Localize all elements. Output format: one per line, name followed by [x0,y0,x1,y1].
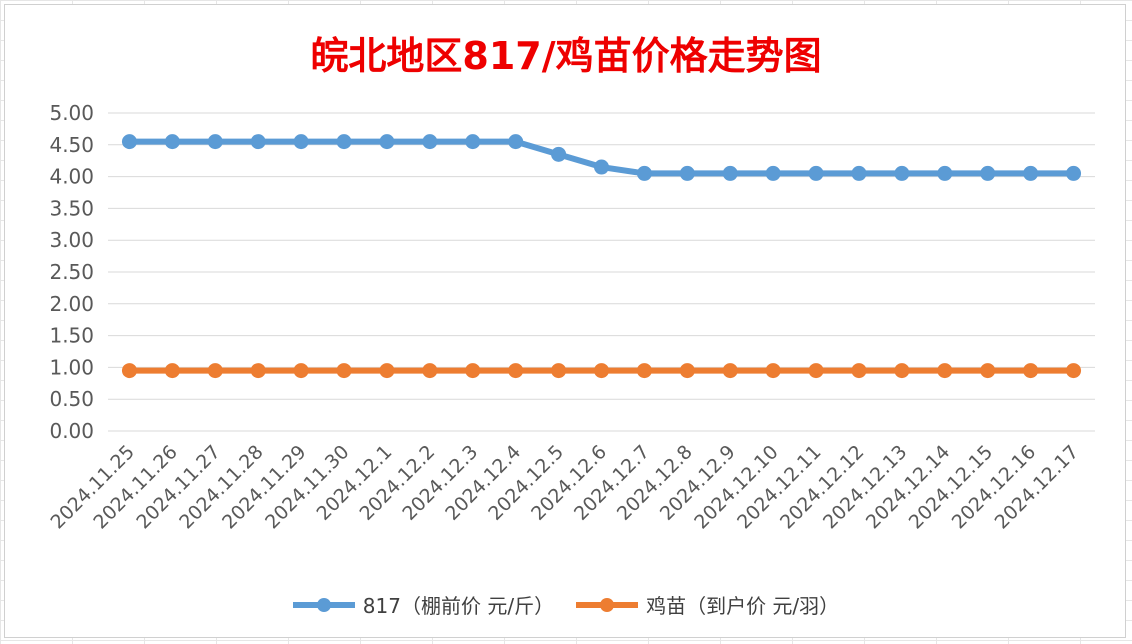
y-tick-label: 0.50 [49,387,94,411]
x-axis-tick-labels: 2024.11.252024.11.262024.11.272024.11.28… [47,441,1084,533]
legend-entry-chick[interactable]: 鸡苗（到户价 元/羽） [576,590,839,619]
data-point-0[interactable] [336,134,352,150]
y-tick-label: 4.00 [49,165,94,189]
y-tick-label: 1.50 [49,324,94,348]
data-point-1[interactable] [336,363,352,379]
data-point-0[interactable] [636,165,652,181]
data-point-1[interactable] [465,363,481,379]
data-point-0[interactable] [293,134,309,150]
y-tick-label: 2.50 [49,260,94,284]
data-point-1[interactable] [164,363,180,379]
data-point-0[interactable] [765,165,781,181]
y-tick-label: 5.00 [49,101,94,125]
data-point-1[interactable] [765,363,781,379]
data-point-0[interactable] [1066,165,1082,181]
data-point-1[interactable] [422,363,438,379]
data-point-0[interactable] [937,165,953,181]
data-point-0[interactable] [379,134,395,150]
series-lines [121,134,1082,379]
data-point-1[interactable] [722,363,738,379]
data-point-1[interactable] [508,363,524,379]
data-point-0[interactable] [722,165,738,181]
y-tick-label: 1.00 [49,355,94,379]
plot-area: 0.00 0.50 1.00 1.50 2.00 2.50 3.00 3.50 4.00 4.50… [47,101,1095,533]
data-point-0[interactable] [164,134,180,150]
data-point-0[interactable] [551,146,567,162]
data-point-1[interactable] [851,363,867,379]
data-point-0[interactable] [980,165,996,181]
data-point-1[interactable] [1066,363,1082,379]
data-point-0[interactable] [894,165,910,181]
data-point-0[interactable] [594,159,609,175]
legend: 817（棚前价 元/斤） 鸡苗（到户价 元/羽） [5,590,1127,619]
data-point-0[interactable] [121,134,137,150]
data-point-1[interactable] [121,363,137,379]
data-point-1[interactable] [679,363,695,379]
y-tick-label: 4.50 [49,133,94,157]
y-tick-label: 0.00 [49,419,94,443]
data-point-0[interactable] [465,134,481,150]
y-tick-label: 2.00 [49,292,94,316]
data-point-0[interactable] [1023,165,1039,181]
data-point-1[interactable] [1023,363,1039,379]
legend-swatch-817 [292,597,355,612]
legend-label-chick: 鸡苗（到户价 元/羽） [646,594,840,618]
data-point-1[interactable] [379,363,395,379]
y-tick-label: 3.00 [49,228,94,252]
chart-title: 皖北地区817/鸡苗价格走势图 [310,34,822,78]
y-axis-tick-labels: 0.00 0.50 1.00 1.50 2.00 2.50 3.00 3.50 4.00 4.50… [49,101,94,443]
data-point-1[interactable] [551,363,567,379]
data-point-1[interactable] [594,363,609,379]
data-point-0[interactable] [808,165,824,181]
data-point-0[interactable] [422,134,438,150]
data-point-1[interactable] [894,363,910,379]
data-point-1[interactable] [937,363,953,379]
data-point-1[interactable] [207,363,223,379]
data-point-1[interactable] [636,363,652,379]
data-point-0[interactable] [508,134,524,150]
data-point-1[interactable] [980,363,996,379]
y-tick-label: 3.50 [49,196,94,220]
data-point-1[interactable] [250,363,266,379]
data-point-1[interactable] [808,363,824,379]
data-point-0[interactable] [207,134,223,150]
chart-area[interactable]: 皖北地区817/鸡苗价格走势图 0.00 0.50 1.00 1.50 2.00 2.50… [4,4,1126,638]
legend-swatch-chick [576,597,639,612]
data-point-0[interactable] [250,134,266,150]
data-point-0[interactable] [851,165,867,181]
data-point-0[interactable] [679,165,695,181]
gridlines [108,112,1095,432]
legend-label-817: 817（棚前价 元/斤） [362,594,555,618]
legend-entry-817[interactable]: 817（棚前价 元/斤） [292,590,555,619]
data-point-1[interactable] [293,363,309,379]
